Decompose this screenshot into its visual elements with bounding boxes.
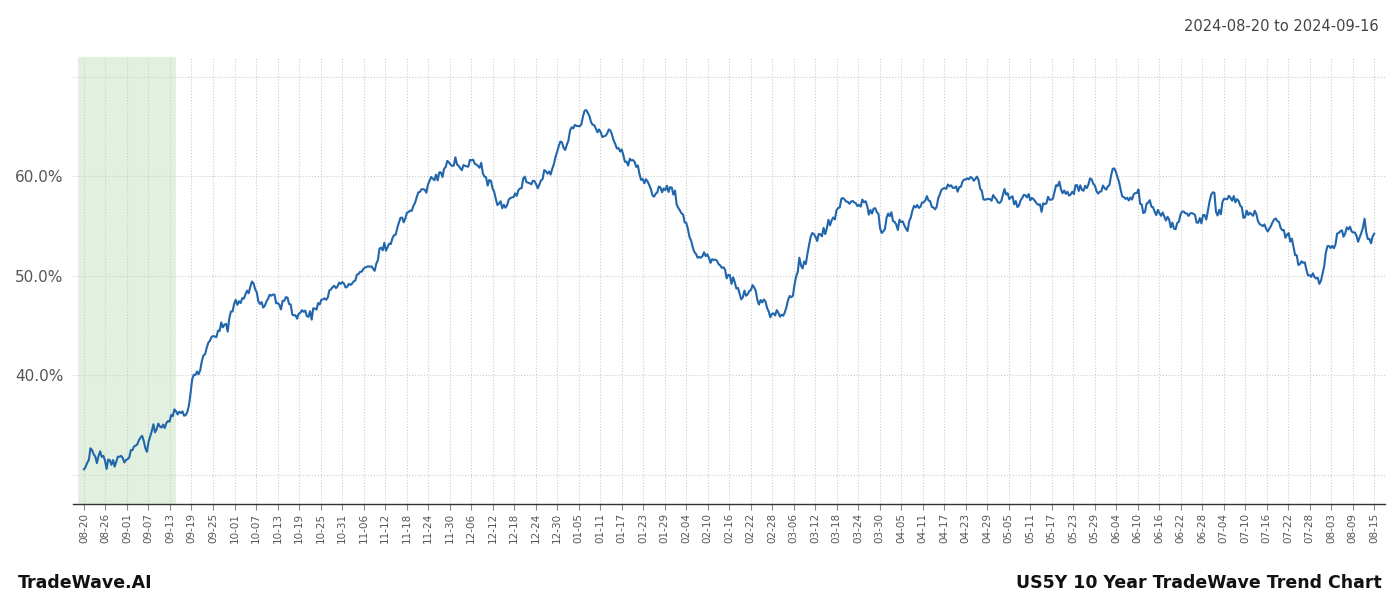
- Text: 2024-08-20 to 2024-09-16: 2024-08-20 to 2024-09-16: [1184, 19, 1379, 34]
- Text: TradeWave.AI: TradeWave.AI: [18, 574, 153, 592]
- Text: US5Y 10 Year TradeWave Trend Chart: US5Y 10 Year TradeWave Trend Chart: [1016, 574, 1382, 592]
- Bar: [77, 57, 176, 505]
